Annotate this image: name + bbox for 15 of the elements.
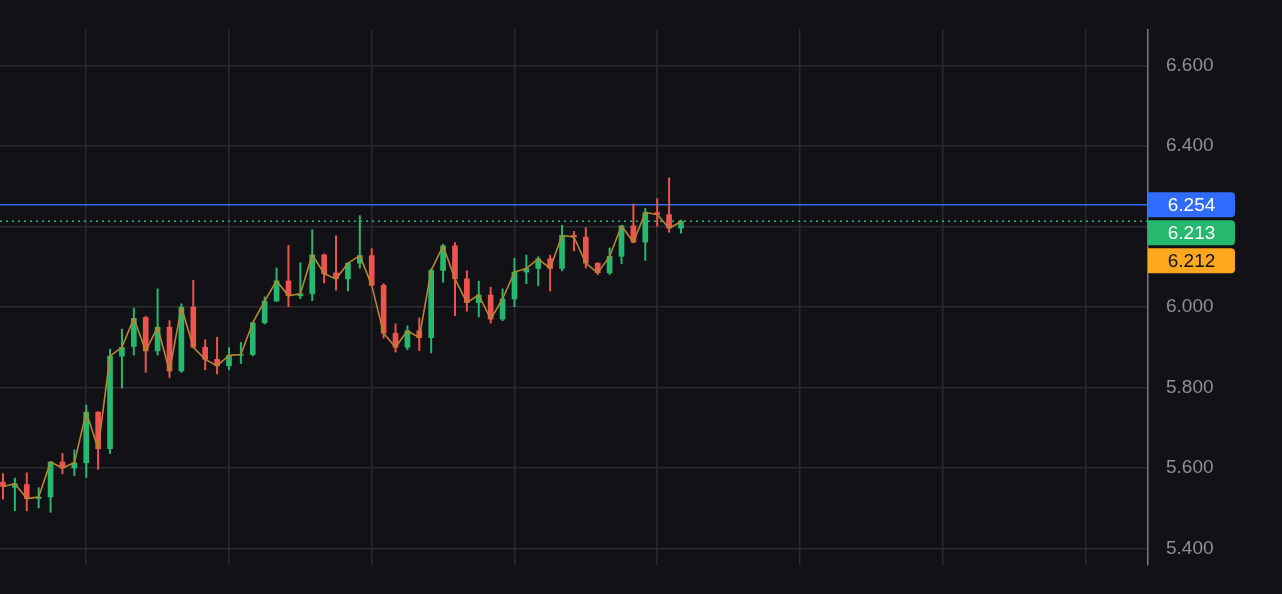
- y-tick-label: 5.600: [1166, 456, 1214, 478]
- candlestick: [535, 255, 542, 288]
- candlestick: [321, 252, 327, 285]
- candlestick: [666, 176, 672, 234]
- y-tick-label: 5.800: [1166, 375, 1214, 397]
- text: 6.212: [1167, 250, 1216, 272]
- candlestick: [202, 338, 209, 372]
- candlestick: [23, 471, 30, 513]
- y-tick-label: 6.000: [1166, 295, 1214, 317]
- ref-line-label: 6.213: [1167, 222, 1216, 244]
- y-tick-label: 6.400: [1166, 134, 1214, 156]
- y-tick-label: 5.400: [1166, 536, 1214, 558]
- y-tick-label: 6.600: [1166, 53, 1214, 75]
- candlestick: [345, 261, 351, 293]
- ref-line-label: 6.254: [1167, 194, 1216, 216]
